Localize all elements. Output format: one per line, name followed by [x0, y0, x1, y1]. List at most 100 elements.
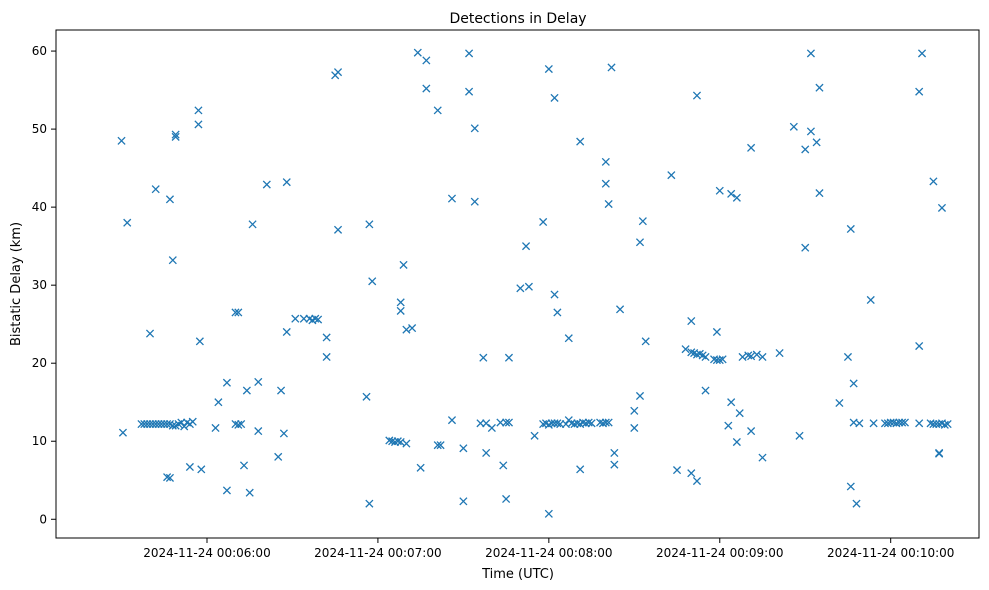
data-point	[735, 409, 744, 418]
data-point	[806, 49, 815, 58]
data-point	[550, 290, 559, 299]
data-point	[898, 418, 907, 427]
data-point	[604, 418, 613, 427]
data-point	[234, 308, 243, 317]
data-point	[234, 420, 243, 429]
data-point	[801, 243, 810, 252]
data-point	[482, 419, 491, 428]
data-point	[701, 386, 710, 395]
data-point	[544, 509, 553, 518]
data-point	[311, 314, 320, 323]
data-point	[245, 488, 254, 497]
data-point	[747, 143, 756, 152]
data-point	[274, 452, 283, 461]
data-point	[940, 420, 949, 429]
data-point	[368, 277, 377, 286]
data-point	[237, 420, 246, 429]
data-point	[635, 391, 645, 401]
data-point	[504, 353, 514, 362]
data-point	[852, 499, 861, 508]
data-point	[396, 437, 405, 447]
data-point	[163, 420, 172, 429]
data-point	[422, 56, 431, 65]
data-point	[365, 499, 374, 508]
data-point	[402, 325, 411, 334]
data-point	[242, 386, 251, 395]
data-point	[601, 418, 610, 427]
data-point	[855, 419, 864, 428]
data-point	[727, 189, 736, 198]
data-point	[687, 348, 696, 357]
data-point	[752, 350, 761, 359]
data-point	[732, 437, 741, 447]
data-point	[806, 127, 815, 136]
data-point	[917, 49, 927, 58]
data-point	[738, 352, 747, 362]
data-point	[117, 136, 126, 145]
data-point	[687, 317, 696, 326]
data-point	[447, 416, 457, 425]
data-point	[365, 220, 374, 229]
data-point	[279, 429, 288, 438]
data-point	[539, 217, 548, 227]
x-axis-label: Time (UTC)	[481, 567, 554, 582]
data-point	[502, 418, 511, 427]
data-point	[165, 473, 175, 482]
data-point	[163, 473, 172, 482]
data-point	[262, 180, 271, 189]
x-tick-label: 2024-11-24 00:07:00	[314, 546, 441, 560]
data-point	[188, 417, 197, 426]
data-point	[815, 189, 824, 198]
data-point	[413, 48, 422, 57]
data-point	[843, 352, 853, 362]
data-point	[499, 461, 508, 470]
data-point	[835, 398, 844, 408]
data-point	[168, 421, 177, 430]
x-tick-label: 2024-11-24 00:06:00	[143, 546, 270, 560]
data-point	[846, 224, 855, 234]
data-point	[815, 83, 824, 92]
data-point	[943, 420, 952, 429]
data-point	[601, 157, 610, 166]
data-point	[516, 284, 525, 293]
data-point	[118, 428, 128, 437]
data-point	[935, 448, 944, 458]
data-point	[937, 203, 947, 212]
data-point	[502, 494, 511, 504]
data-point	[758, 453, 767, 462]
data-point	[687, 469, 696, 478]
data-point	[869, 419, 878, 428]
y-tick-label: 50	[32, 122, 47, 136]
data-point	[447, 194, 457, 203]
data-point	[123, 218, 132, 227]
data-point	[470, 124, 479, 133]
data-point	[465, 87, 474, 96]
data-point	[630, 406, 639, 415]
data-point	[667, 171, 676, 180]
data-point	[553, 419, 562, 428]
data-point	[479, 353, 488, 362]
data-point	[550, 93, 559, 102]
data-point	[747, 427, 756, 436]
data-points	[117, 48, 952, 518]
data-point	[576, 137, 585, 146]
data-point	[615, 305, 625, 314]
y-axis-label: Bistatic Delay (km)	[9, 222, 24, 346]
data-point	[214, 398, 223, 407]
data-point	[239, 461, 249, 470]
data-point	[530, 431, 539, 440]
x-tick-label: 2024-11-24 00:10:00	[827, 546, 954, 560]
data-point	[727, 398, 736, 407]
data-point	[433, 106, 442, 115]
data-point	[399, 260, 408, 269]
data-point	[231, 308, 240, 317]
y-axis: 0 10 20 30 40 50 60	[32, 44, 56, 526]
data-point	[333, 225, 343, 234]
data-point	[254, 427, 263, 436]
data-point	[197, 465, 206, 474]
data-point	[171, 130, 180, 139]
data-point	[641, 337, 650, 346]
data-point	[282, 327, 291, 337]
data-point	[333, 68, 343, 77]
